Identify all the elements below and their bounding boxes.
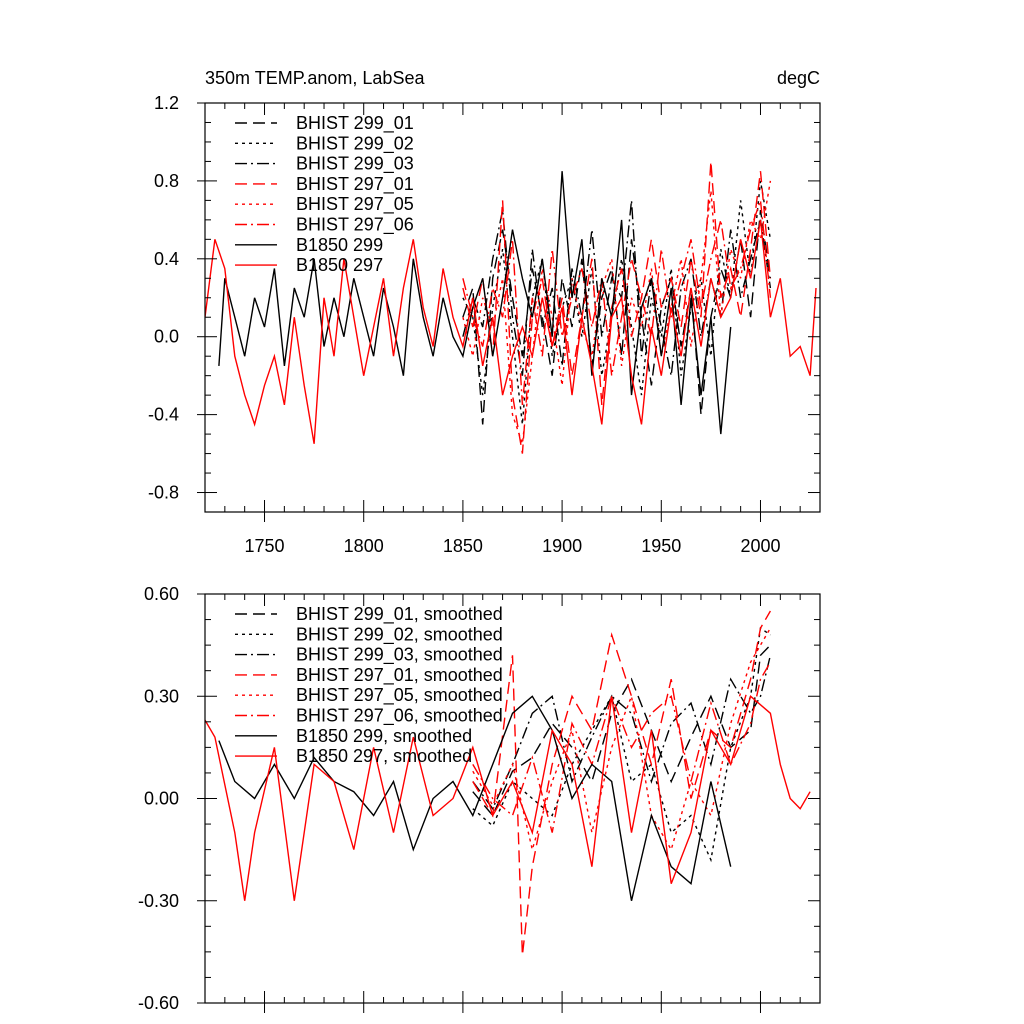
legend-label-3: BHIST 297_01 (296, 174, 414, 195)
legend-label-1: BHIST 299_02, smoothed (296, 624, 503, 645)
series-line-6 (218, 171, 732, 435)
legend-label-2: BHIST 299_03, smoothed (296, 645, 503, 666)
y-tick-label: 0.00 (144, 789, 179, 809)
chart-title: 350m TEMP.anom, LabSea (205, 68, 425, 88)
legend-label-1: BHIST 299_02 (296, 133, 414, 154)
series-line-0 (472, 644, 771, 817)
y-tick-label: 1.2 (154, 93, 179, 113)
y-tick-label: 0.8 (154, 171, 179, 191)
legend-label-4: BHIST 297_05, smoothed (296, 685, 503, 706)
y-tick-label: -0.30 (138, 891, 179, 911)
series-line-2 (472, 655, 772, 811)
y-tick-label: -0.60 (138, 993, 179, 1013)
series-line-1 (472, 626, 771, 863)
legend-label-6: B1850 299, smoothed (296, 726, 472, 746)
legend-label-2: BHIST 299_03 (296, 154, 414, 175)
x-tick-label: 1900 (542, 536, 582, 556)
series-line-3 (462, 161, 772, 454)
series-line-7 (205, 219, 817, 444)
y-tick-label: -0.8 (148, 483, 179, 503)
y-tick-label: 0.4 (154, 249, 179, 269)
legend-label-5: BHIST 297_06 (296, 215, 414, 236)
x-tick-label: 1800 (344, 536, 384, 556)
series-group (205, 610, 811, 956)
x-tick-label: 1750 (244, 536, 284, 556)
legend-label-4: BHIST 297_05 (296, 194, 414, 215)
plot-frame (204, 102, 821, 513)
chart-units: degC (777, 68, 820, 88)
legend-label-0: BHIST 299_01 (296, 113, 414, 134)
x-tick-label: 2000 (740, 536, 780, 556)
series-line-5 (472, 661, 772, 833)
bottom-panel: -0.60 -0.30 0.00 0.30 0.60 BHIST 299_01, smoo… (138, 584, 821, 1013)
series-line-1 (462, 180, 772, 425)
y-tick-label: 0.60 (144, 584, 179, 604)
x-tick-label: 1950 (641, 536, 681, 556)
legend-label-5: BHIST 297_06, smoothed (296, 706, 503, 727)
y-tick-label: -0.4 (148, 405, 179, 425)
legend-label-6: B1850 299 (296, 235, 383, 255)
legend-label-7: B1850 297 (296, 255, 383, 275)
legend-label-3: BHIST 297_01, smoothed (296, 665, 503, 686)
series-line-3 (472, 610, 772, 956)
x-tick-label: 1850 (443, 536, 483, 556)
series-line-6 (218, 695, 732, 901)
series-line-5 (462, 200, 772, 405)
legend-label-7: B1850 297, smoothed (296, 746, 472, 766)
y-tick-label: 0.30 (144, 686, 179, 706)
legend-label-0: BHIST 299_01, smoothed (296, 604, 503, 625)
series-line-7 (205, 695, 811, 901)
y-tick-label: 0.0 (154, 327, 179, 347)
top-panel: 350m TEMP.anom, LabSea degC 1750 1800 1850… (148, 68, 821, 556)
series-group (205, 161, 817, 454)
